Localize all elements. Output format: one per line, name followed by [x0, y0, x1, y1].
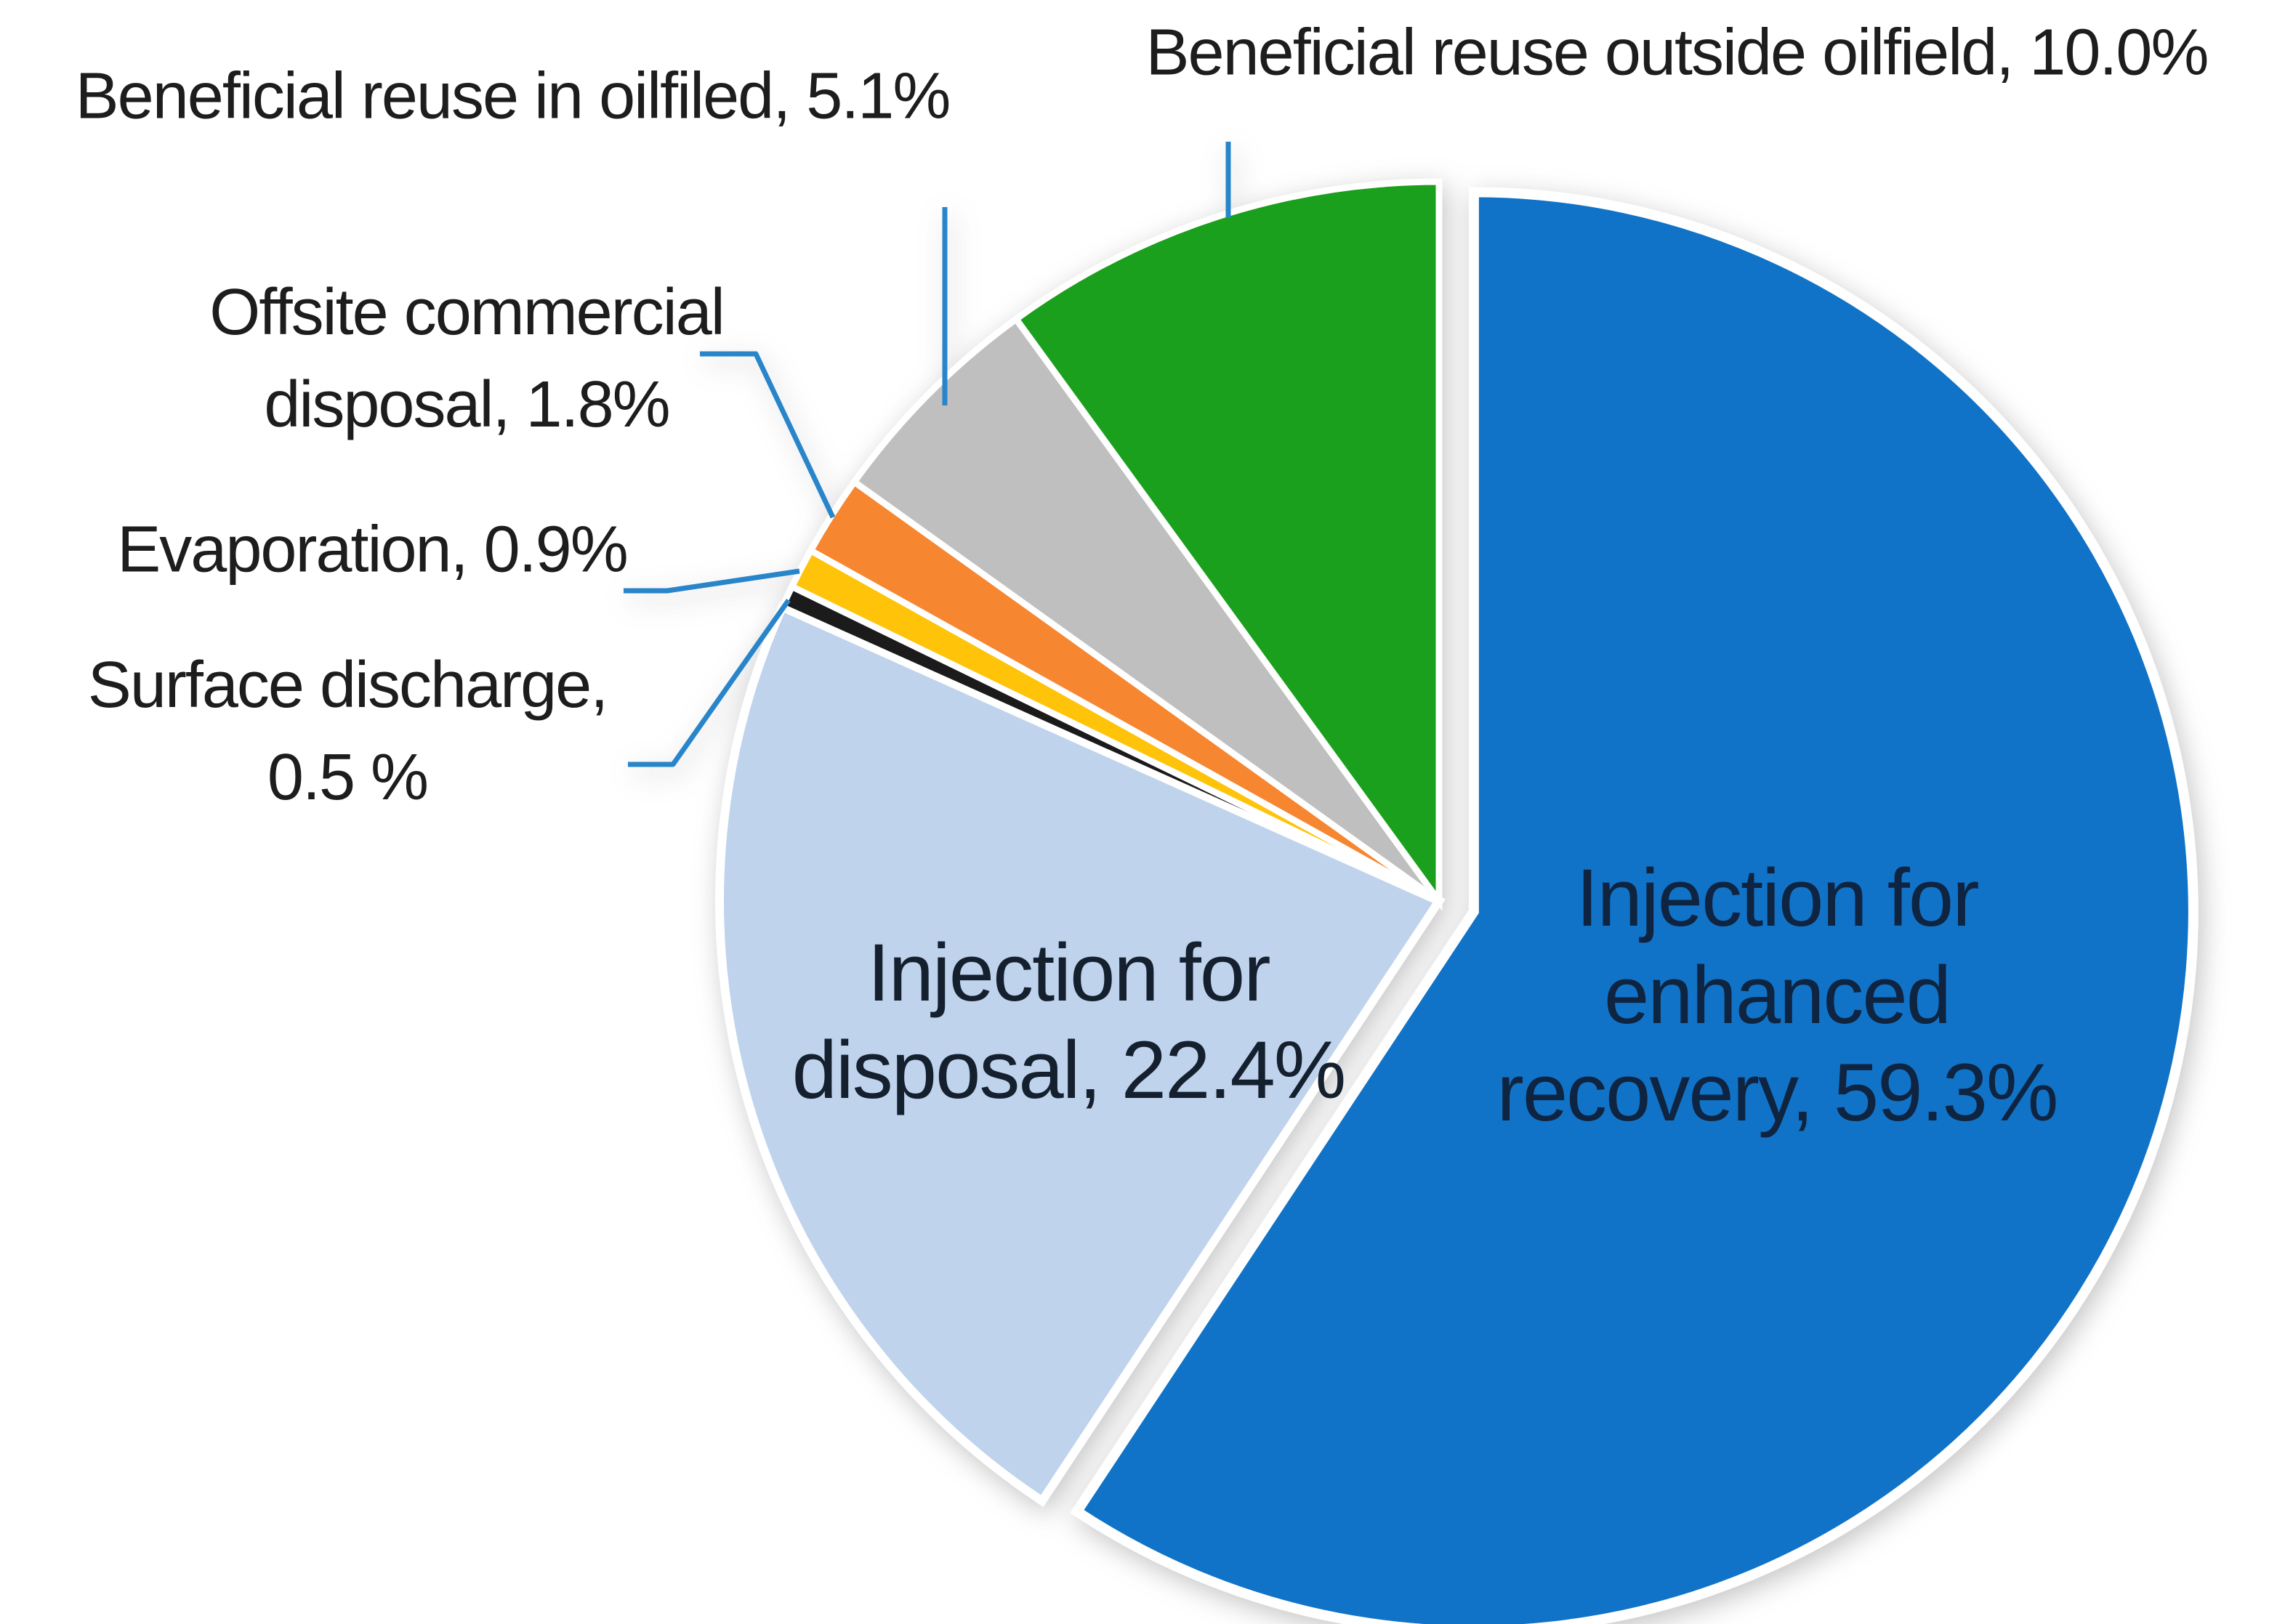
pie-slice-beneficial-reuse-outside-oilfield[interactable]	[1011, 178, 1443, 911]
label-line: Injection for	[1576, 852, 1980, 943]
label-surface-discharge: Surface discharge, 0.5 %	[87, 639, 608, 824]
label-beneficial-reuse-in-oilfiled: Beneficial reuse in oilfiled, 5.1%	[75, 51, 951, 143]
label-injection-for-enhanced-recovery: Injection for enhanced recovery, 59.3%	[1496, 849, 2059, 1142]
label-offsite-commercial-disposal: Offsite commercial disposal, 1.8%	[209, 267, 725, 451]
label-line: recovery, 59.3%	[1496, 1047, 2059, 1138]
label-line: Beneficial reuse outside oilfield, 10.0%	[1145, 16, 2209, 89]
label-line: disposal, 22.4%	[791, 1025, 1347, 1115]
label-line: Beneficial reuse in oilfiled, 5.1%	[75, 60, 951, 133]
leader-offsite-commercial-disposal	[700, 351, 836, 519]
label-beneficial-reuse-outside-oilfield: Beneficial reuse outside oilfield, 10.0%	[1145, 7, 2209, 100]
label-line: disposal, 1.8%	[264, 368, 670, 441]
label-line: enhanced	[1603, 950, 1951, 1041]
label-line: Surface discharge,	[87, 649, 608, 722]
label-injection-for-disposal: Injection for disposal, 22.4%	[791, 924, 1347, 1119]
pie-slice-injection-for-enhanced-recovery[interactable]	[1070, 187, 2199, 1624]
label-line: Evaporation, 0.9%	[117, 513, 628, 586]
leader-evaporation	[624, 568, 800, 594]
label-line: 0.5 %	[267, 741, 429, 814]
leader-surface-discharge	[628, 598, 791, 767]
pie-slice-injection-for-disposal[interactable]	[715, 601, 1446, 1508]
pie-slice-beneficial-reuse-in-oilfiled[interactable]	[850, 314, 1442, 904]
label-evaporation: Evaporation, 0.9%	[117, 504, 628, 597]
label-line: Injection for	[867, 927, 1271, 1018]
label-line: Offsite commercial	[209, 276, 725, 349]
